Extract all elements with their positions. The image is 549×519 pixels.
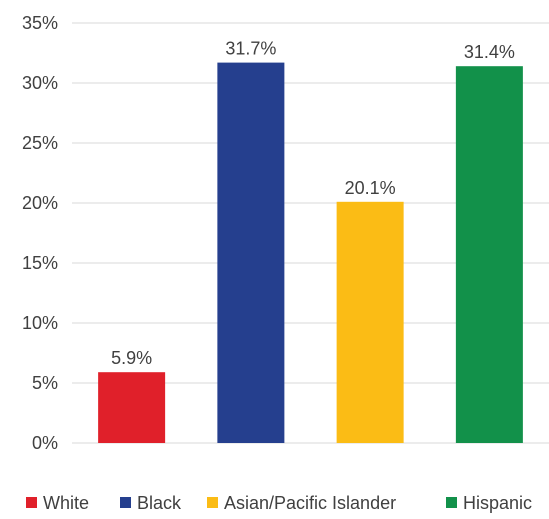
legend-label: Asian/Pacific Islander: [224, 493, 396, 513]
data-labels: 5.9% 31.7% 20.1% 31.4%: [111, 39, 515, 369]
y-axis-tick-labels: 0% 5% 10% 15% 20% 25% 30% 35%: [22, 13, 58, 453]
y-tick-label: 20%: [22, 193, 58, 213]
y-tick-label: 0%: [32, 433, 58, 453]
data-label: 5.9%: [111, 348, 152, 368]
data-label: 31.7%: [225, 39, 276, 59]
legend-label: Black: [137, 493, 182, 513]
legend-swatch: [446, 497, 457, 508]
bar-asian-pacific-islander: [336, 201, 404, 443]
y-tick-label: 30%: [22, 73, 58, 93]
legend-item-white: White: [26, 493, 89, 513]
legend-item-black: Black: [120, 493, 182, 513]
y-tick-label: 5%: [32, 373, 58, 393]
y-tick-label: 25%: [22, 133, 58, 153]
legend-label: Hispanic: [463, 493, 532, 513]
data-label: 31.4%: [464, 42, 515, 62]
legend-item-asian-pacific-islander: Asian/Pacific Islander: [207, 493, 396, 513]
legend-label: White: [43, 493, 89, 513]
legend-item-hispanic: Hispanic: [446, 493, 532, 513]
bars: [98, 62, 523, 443]
bar-white: [98, 372, 166, 443]
data-label: 20.1%: [345, 178, 396, 198]
bar-hispanic: [455, 66, 523, 443]
y-tick-label: 35%: [22, 13, 58, 33]
bar-black: [217, 62, 285, 443]
y-tick-label: 15%: [22, 253, 58, 273]
legend-swatch: [26, 497, 37, 508]
legend: White Black Asian/Pacific Islander Hispanic: [26, 493, 532, 513]
y-tick-label: 10%: [22, 313, 58, 333]
legend-swatch: [207, 497, 218, 508]
legend-swatch: [120, 497, 131, 508]
